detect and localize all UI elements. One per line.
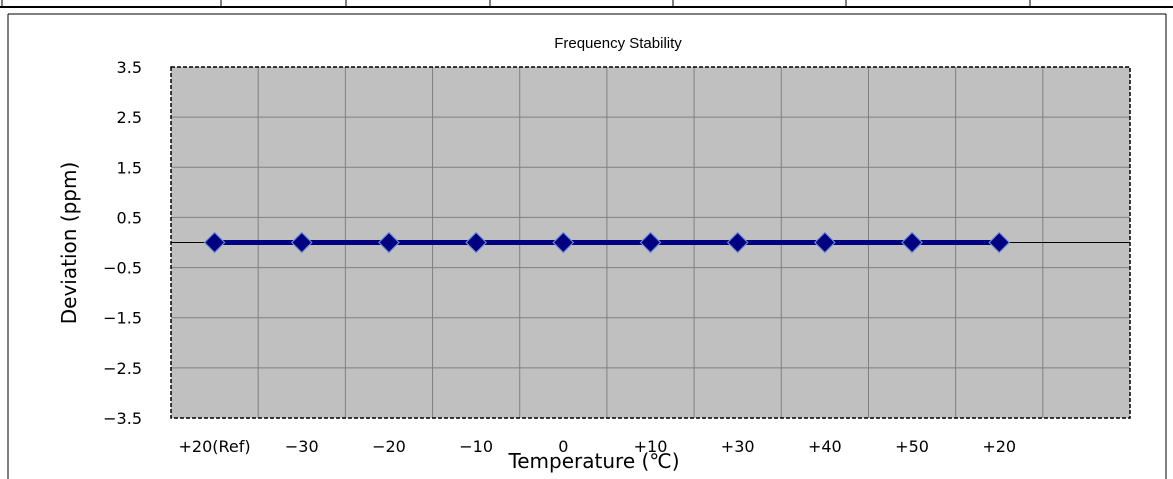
data-point-marker [988, 231, 1011, 254]
data-point-marker [203, 231, 226, 254]
x-tick-label: +30 [721, 437, 755, 456]
y-tick-label: 0.5 [117, 208, 142, 227]
x-tick-label: +40 [808, 437, 842, 456]
x-tick-label: 0 [558, 437, 568, 456]
data-point-marker [639, 231, 662, 254]
y-tick-labels: 3.5 2.5 1.5 0.5 −0.5 −1.5 −2.5 −3.5 [103, 58, 142, 428]
chart-frame [7, 13, 1167, 479]
plot-area-border [170, 66, 1131, 419]
top-table-strip [0, 0, 1173, 8]
y-tick-label: 2.5 [117, 108, 142, 127]
x-tick-label: +10 [634, 437, 668, 456]
x-axis-label: Temperature (℃) [507, 449, 679, 473]
data-point-marker [552, 231, 575, 254]
chart-title: Frequency Stability [554, 35, 682, 52]
data-point-marker [901, 231, 923, 254]
data-point-marker [814, 231, 836, 254]
data-point-marker [465, 231, 487, 254]
x-tick-label: −20 [372, 437, 406, 456]
x-tick-label: +50 [895, 437, 929, 456]
data-point-marker [726, 231, 749, 254]
x-tick-label: −10 [459, 437, 493, 456]
x-tick-label: +20(Ref) [179, 437, 251, 456]
x-tick-label: −30 [285, 437, 319, 456]
y-tick-label: −0.5 [103, 259, 142, 278]
y-axis-label: Deviation (ppm) [57, 162, 81, 325]
y-tick-label: 3.5 [117, 58, 142, 77]
y-tick-label: −1.5 [103, 309, 142, 328]
y-tick-label: −3.5 [103, 409, 142, 428]
y-tick-label: −2.5 [103, 359, 142, 378]
data-point-marker [290, 231, 313, 254]
series-group [203, 231, 1011, 254]
x-tick-label: +20 [982, 437, 1016, 456]
data-point-marker [378, 231, 400, 254]
y-tick-label: 1.5 [117, 158, 142, 177]
x-tick-labels: +20(Ref) −30 −20 −10 0 +10 +30 +40 +50 +20 [179, 437, 1017, 456]
